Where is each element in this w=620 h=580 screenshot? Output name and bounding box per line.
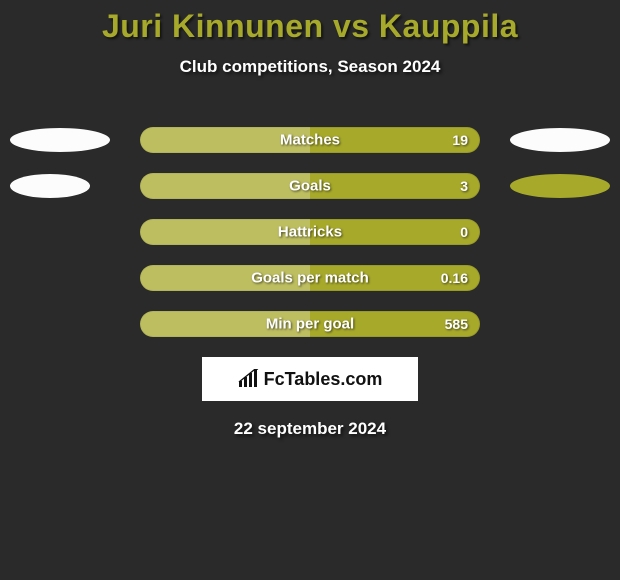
brand-badge[interactable]: FcTables.com <box>202 357 418 401</box>
right-score-ellipse <box>510 128 610 152</box>
stat-bar: Matches19 <box>140 127 480 153</box>
stat-row: Min per goal585 <box>0 301 620 347</box>
stat-row: Matches19 <box>0 117 620 163</box>
stat-label: Goals per match <box>140 270 480 287</box>
stat-bar: Goals3 <box>140 173 480 199</box>
left-score-ellipse <box>10 128 110 152</box>
stat-value: 3 <box>460 178 468 194</box>
stat-value: 585 <box>445 316 468 332</box>
stat-row: Goals per match0.16 <box>0 255 620 301</box>
stat-bar: Hattricks0 <box>140 219 480 245</box>
stat-value: 19 <box>452 132 468 148</box>
stat-value: 0 <box>460 224 468 240</box>
page-title: Juri Kinnunen vs Kauppila <box>0 8 620 45</box>
stat-row: Goals3 <box>0 163 620 209</box>
brand-text: FcTables.com <box>264 369 383 390</box>
stat-value: 0.16 <box>441 270 468 286</box>
date-line: 22 september 2024 <box>0 419 620 439</box>
left-score-ellipse <box>10 174 90 198</box>
stat-bar: Goals per match0.16 <box>140 265 480 291</box>
stat-bar: Min per goal585 <box>140 311 480 337</box>
comparison-chart: Matches19 Goals3 Hattricks0 Goals per match… <box>0 117 620 347</box>
comparison-card: Juri Kinnunen vs Kauppila Club competiti… <box>0 0 620 580</box>
stat-label: Hattricks <box>140 224 480 241</box>
page-subtitle: Club competitions, Season 2024 <box>0 57 620 77</box>
stat-label: Matches <box>140 132 480 149</box>
bar-chart-icon <box>238 369 260 389</box>
stat-label: Min per goal <box>140 316 480 333</box>
right-score-ellipse <box>510 174 610 198</box>
stat-row: Hattricks0 <box>0 209 620 255</box>
stat-label: Goals <box>140 178 480 195</box>
